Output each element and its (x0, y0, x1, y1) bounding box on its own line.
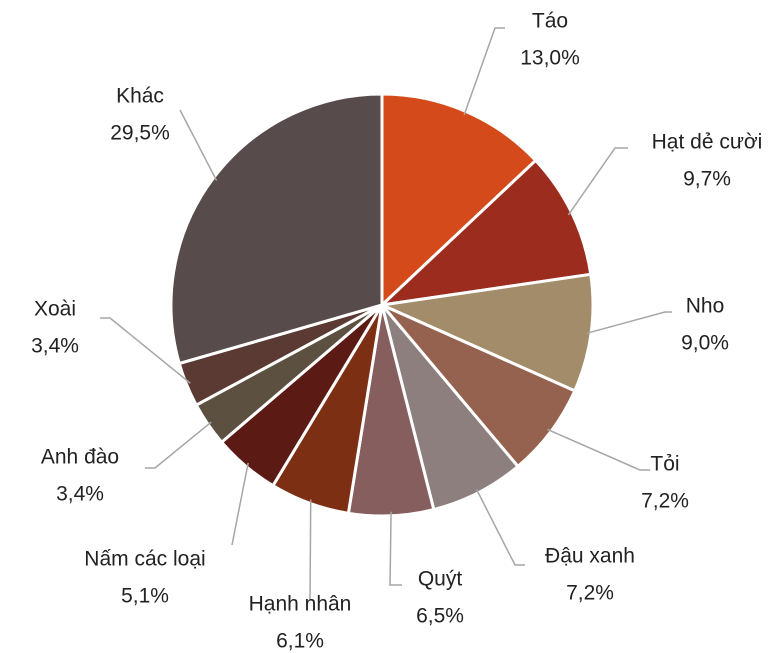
value-label: 13,0% (520, 47, 580, 70)
slice-label: Anh đào (41, 446, 119, 469)
slice-label: Nho (686, 295, 725, 318)
slice-label: Nấm các loại (84, 548, 205, 571)
value-label: 29,5% (110, 122, 170, 145)
value-label: 6,1% (276, 630, 324, 653)
slice-label: Xoài (34, 298, 76, 321)
pie-slice (169, 92, 384, 366)
slice-label: Táo (532, 10, 568, 33)
pie-slice (376, 272, 595, 393)
leader-line (100, 317, 191, 384)
slice-label: Hạt dẻ cười (652, 131, 763, 154)
value-label: 3,4% (56, 483, 104, 506)
slice-label: Đậu xanh (545, 545, 635, 568)
slice-label: Khác (116, 85, 164, 108)
value-label: 6,5% (416, 605, 464, 628)
leader-line (389, 511, 402, 586)
value-label: 9,7% (683, 168, 731, 191)
slice-label: Hạnh nhân (249, 593, 352, 616)
leader-line (145, 421, 212, 469)
leader-line (309, 499, 312, 601)
leader-line (567, 147, 628, 216)
leader-line (475, 488, 525, 566)
value-label: 5,1% (121, 585, 169, 608)
slice-label: Quýt (418, 568, 463, 591)
leader-line (463, 27, 505, 116)
value-label: 3,4% (31, 335, 79, 358)
slice-label: Tỏi (650, 453, 679, 476)
value-label: 7,2% (566, 582, 614, 605)
pie-slice (377, 158, 593, 308)
leader-line (179, 109, 218, 181)
leader-line (547, 428, 650, 471)
leader-line (231, 462, 249, 546)
value-label: 7,2% (641, 490, 689, 513)
value-label: 9,0% (681, 332, 729, 355)
leader-line (586, 311, 672, 334)
